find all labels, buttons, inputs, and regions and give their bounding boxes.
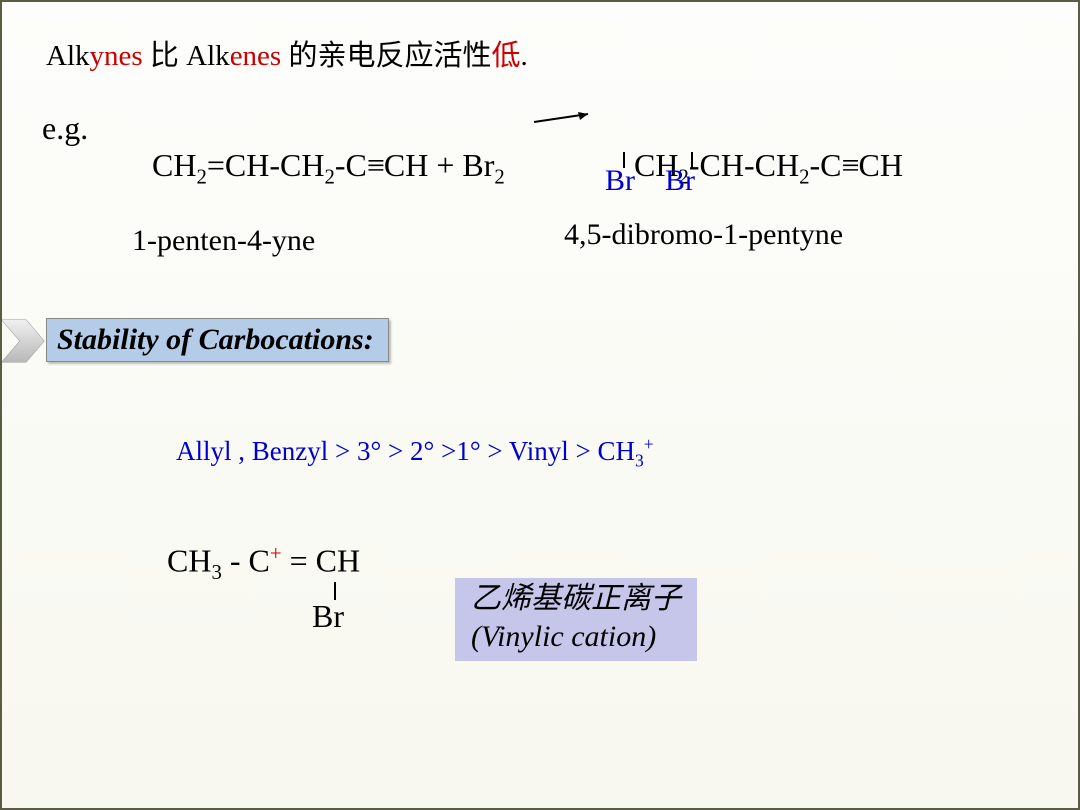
section-title: Stability of Carbocations:: [46, 318, 389, 362]
t: Allyl , Benzyl > 3: [176, 436, 370, 466]
sub: 2: [799, 165, 809, 188]
f: CH: [152, 147, 196, 183]
f: - C: [222, 543, 270, 579]
chevron-right-icon: [2, 318, 46, 364]
section-banner: Stability of Carbocations:: [2, 318, 389, 366]
slide-content: Alkynes 比 Alkenes 的亲电反应活性低. e.g. CH2=CH-…: [2, 2, 1078, 808]
f: =CH-CH: [207, 147, 325, 183]
f: -C: [335, 147, 367, 183]
f: -C: [809, 147, 841, 183]
sup-plus: +: [270, 542, 282, 565]
sub: 3: [211, 561, 221, 584]
br: Br: [605, 164, 635, 197]
sub: 2: [494, 165, 504, 188]
f: = CH: [282, 543, 361, 579]
reactant-name: 1-penten-4-yne: [132, 224, 315, 258]
text: 的亲电反应活性: [281, 40, 491, 72]
text-accent: ynes: [90, 40, 143, 72]
deg: °: [470, 436, 481, 466]
product-br-labels: Br Br: [605, 164, 695, 198]
f: CH + Br: [384, 147, 495, 183]
gap: [635, 164, 665, 197]
intro-line: Alkynes 比 Alkenes 的亲电反应活性低.: [46, 32, 528, 74]
stability-order: Allyl , Benzyl > 3° > 2° >1° > Vinyl > C…: [176, 434, 654, 471]
text: .: [521, 40, 528, 72]
sub: 3: [635, 450, 644, 470]
text-accent: enes: [230, 40, 282, 72]
t: > Vinyl > CH: [481, 436, 635, 466]
reactant-formula: CH2=CH-CH2-C≡CH + Br2: [120, 110, 505, 226]
sub: 2: [196, 165, 206, 188]
text: Alk: [46, 40, 90, 72]
eg-label: e.g.: [42, 110, 88, 147]
vinyl-br-label: Br: [312, 598, 344, 635]
f: CH: [859, 147, 903, 183]
br: Br: [665, 164, 695, 197]
vinyl-cation-box: 乙烯基碳正离子 (Vinylic cation): [455, 578, 697, 661]
t: > 2: [381, 436, 423, 466]
t: >1: [434, 436, 469, 466]
f: CH: [167, 543, 211, 579]
triple-bond: ≡: [367, 147, 384, 183]
text-accent: 低: [491, 40, 520, 72]
sup: +: [644, 434, 654, 454]
triple-bond: ≡: [841, 147, 858, 183]
deg: °: [424, 436, 435, 466]
sub: 2: [324, 165, 334, 188]
deg: °: [370, 436, 381, 466]
vinyl-cation-formula: CH3 - C+ = CH: [167, 542, 360, 585]
text: 比 Alk: [143, 40, 230, 72]
reaction-arrow-icon: [532, 106, 598, 130]
slide-frame: Alkynes 比 Alkenes 的亲电反应活性低. e.g. CH2=CH-…: [0, 0, 1080, 810]
product-name: 4,5-dibromo-1-pentyne: [564, 218, 843, 252]
vinyl-box-line2: (Vinylic cation): [471, 618, 681, 656]
vinyl-box-line1: 乙烯基碳正离子: [471, 580, 681, 618]
